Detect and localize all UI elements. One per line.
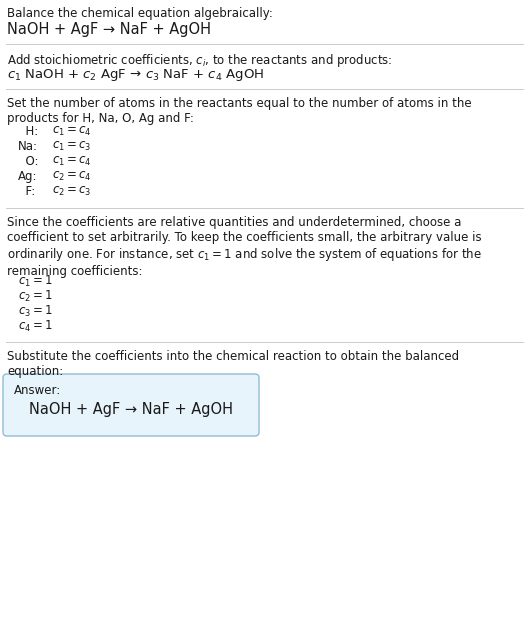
FancyBboxPatch shape bbox=[3, 374, 259, 436]
Text: $c_1 = c_4$: $c_1 = c_4$ bbox=[52, 155, 92, 168]
Text: Na:: Na: bbox=[18, 140, 38, 153]
Text: $c_1$ NaOH + $c_2$ AgF → $c_3$ NaF + $c_4$ AgOH: $c_1$ NaOH + $c_2$ AgF → $c_3$ NaF + $c_… bbox=[7, 67, 264, 83]
Text: Ag:: Ag: bbox=[18, 170, 38, 183]
Text: $c_2 = 1$: $c_2 = 1$ bbox=[18, 289, 53, 304]
Text: $c_3 = 1$: $c_3 = 1$ bbox=[18, 304, 53, 319]
Text: NaOH + AgF → NaF + AgOH: NaOH + AgF → NaF + AgOH bbox=[29, 402, 233, 417]
Text: $c_4 = 1$: $c_4 = 1$ bbox=[18, 319, 53, 334]
Text: Add stoichiometric coefficients, $c_i$, to the reactants and products:: Add stoichiometric coefficients, $c_i$, … bbox=[7, 52, 393, 69]
Text: O:: O: bbox=[18, 155, 39, 168]
Text: H:: H: bbox=[18, 125, 38, 138]
Text: $c_1 = 1$: $c_1 = 1$ bbox=[18, 274, 53, 289]
Text: Answer:: Answer: bbox=[14, 384, 61, 397]
Text: Substitute the coefficients into the chemical reaction to obtain the balanced
eq: Substitute the coefficients into the che… bbox=[7, 350, 459, 378]
Text: Set the number of atoms in the reactants equal to the number of atoms in the
pro: Set the number of atoms in the reactants… bbox=[7, 97, 472, 125]
Text: $c_1 = c_4$: $c_1 = c_4$ bbox=[52, 125, 92, 138]
Text: $c_1 = c_3$: $c_1 = c_3$ bbox=[52, 140, 92, 153]
Text: Since the coefficients are relative quantities and underdetermined, choose a
coe: Since the coefficients are relative quan… bbox=[7, 216, 482, 278]
Text: Balance the chemical equation algebraically:: Balance the chemical equation algebraica… bbox=[7, 7, 273, 20]
Text: $c_2 = c_4$: $c_2 = c_4$ bbox=[52, 170, 92, 183]
Text: F:: F: bbox=[18, 185, 35, 198]
Text: NaOH + AgF → NaF + AgOH: NaOH + AgF → NaF + AgOH bbox=[7, 22, 211, 37]
Text: $c_2 = c_3$: $c_2 = c_3$ bbox=[52, 185, 92, 198]
